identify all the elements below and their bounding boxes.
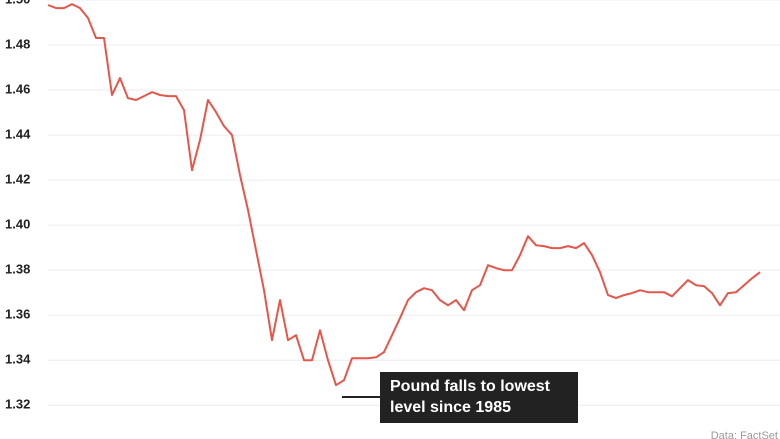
y-tick-label: 1.40: [5, 217, 30, 232]
annotation-box: [380, 372, 578, 423]
y-tick-label: 1.42: [5, 172, 30, 187]
y-tick-label: 1.50: [5, 0, 30, 6]
y-tick-label: 1.34: [5, 352, 31, 367]
source: Data: FactSet: [711, 430, 778, 439]
y-tick-label: 1.48: [5, 36, 30, 51]
y-tick-label: 1.32: [5, 397, 30, 412]
line: [47, 3, 761, 387]
y-tick-label: 1.38: [5, 262, 30, 277]
y-tick-label: 1.44: [5, 127, 31, 142]
y-tick-label: 1.36: [5, 307, 30, 322]
y-tick-label: 1.46: [5, 81, 30, 96]
annotation-text: level since 1985: [390, 399, 511, 416]
annotation-text: Pound falls to lowest: [390, 378, 551, 395]
